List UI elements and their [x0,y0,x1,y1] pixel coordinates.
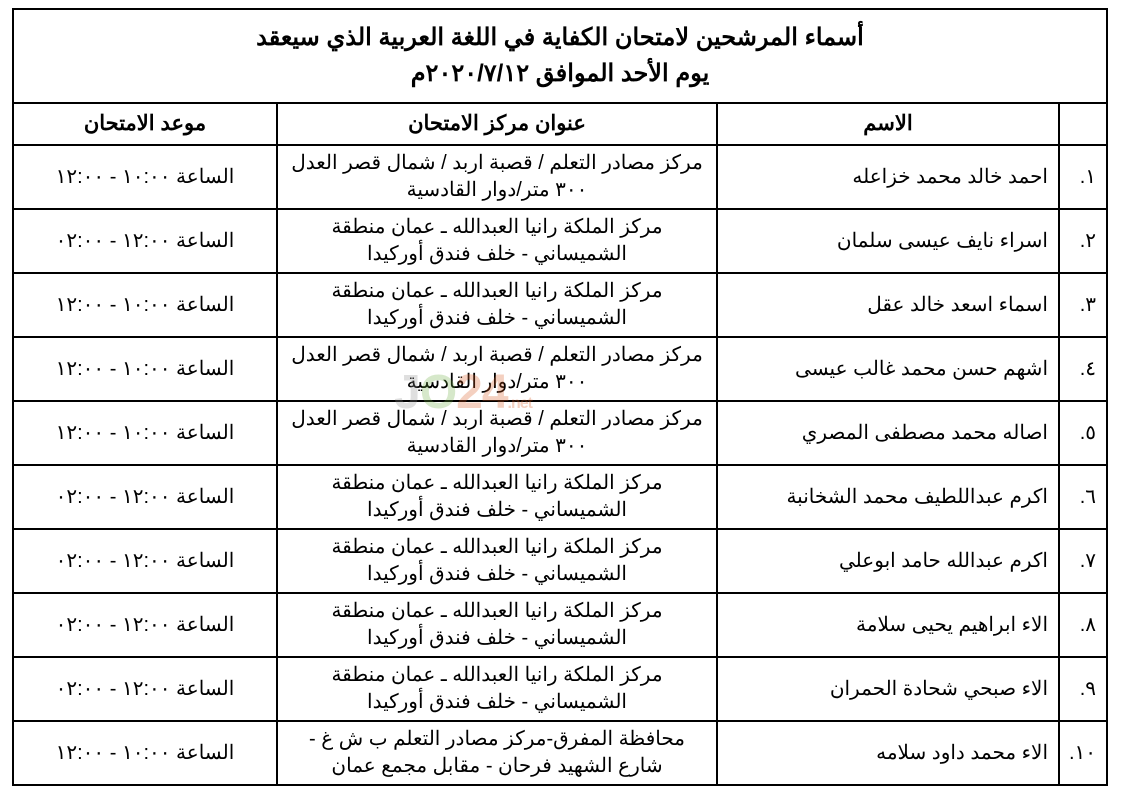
table-row: ٤.اشهم حسن محمد غالب عيسىمركز مصادر التع… [13,337,1107,401]
row-time: الساعة ١٢:٠٠ - ٠٢:٠٠ [13,593,277,657]
row-name: الاء ابراهيم يحيى سلامة [717,593,1059,657]
row-center: مركز الملكة رانيا العبدالله ـ عمان منطقة… [277,465,717,529]
row-index: ٤. [1059,337,1107,401]
row-time: الساعة ١٠:٠٠ - ١٢:٠٠ [13,721,277,785]
row-name: اكرم عبدالله حامد ابوعلي [717,529,1059,593]
row-time: الساعة ١٢:٠٠ - ٠٢:٠٠ [13,657,277,721]
row-time: الساعة ١٢:٠٠ - ٠٢:٠٠ [13,529,277,593]
title-row: أسماء المرشحين لامتحان الكفاية في اللغة … [13,9,1107,103]
table-row: ٣.اسماء اسعد خالد عقلمركز الملكة رانيا ا… [13,273,1107,337]
title-line-2: يوم الأحد الموافق ٢٠٢٠/٧/١٢م [22,56,1098,92]
row-index: ٣. [1059,273,1107,337]
header-index [1059,103,1107,145]
row-index: ٧. [1059,529,1107,593]
row-index: ٩. [1059,657,1107,721]
row-time: الساعة ١٠:٠٠ - ١٢:٠٠ [13,401,277,465]
title-line-1: أسماء المرشحين لامتحان الكفاية في اللغة … [22,20,1098,56]
row-name: اسراء نايف عيسى سلمان [717,209,1059,273]
row-index: ٥. [1059,401,1107,465]
row-center: مركز مصادر التعلم / قصبة اربد / شمال قصر… [277,145,717,209]
row-center: مركز الملكة رانيا العبدالله ـ عمان منطقة… [277,657,717,721]
row-name: اصاله محمد مصطفى المصري [717,401,1059,465]
row-name: اكرم عبداللطيف محمد الشخانبة [717,465,1059,529]
table-row: ١.احمد خالد محمد خزاعلهمركز مصادر التعلم… [13,145,1107,209]
table-row: ١٠.الاء محمد داود سلامهمحافظة المفرق-مرك… [13,721,1107,785]
row-name: الاء محمد داود سلامه [717,721,1059,785]
table-row: ٦.اكرم عبداللطيف محمد الشخانبةمركز الملك… [13,465,1107,529]
row-index: ١٠. [1059,721,1107,785]
row-time: الساعة ١٠:٠٠ - ١٢:٠٠ [13,337,277,401]
row-index: ١. [1059,145,1107,209]
table-row: ٥.اصاله محمد مصطفى المصريمركز مصادر التع… [13,401,1107,465]
header-center: عنوان مركز الامتحان [277,103,717,145]
row-center: مركز مصادر التعلم / قصبة اربد / شمال قصر… [277,337,717,401]
table-row: ٩.الاء صبحي شحادة الحمرانمركز الملكة ران… [13,657,1107,721]
row-name: اشهم حسن محمد غالب عيسى [717,337,1059,401]
row-index: ٦. [1059,465,1107,529]
row-time: الساعة ١٠:٠٠ - ١٢:٠٠ [13,273,277,337]
row-name: احمد خالد محمد خزاعله [717,145,1059,209]
row-name: اسماء اسعد خالد عقل [717,273,1059,337]
row-time: الساعة ١٠:٠٠ - ١٢:٠٠ [13,145,277,209]
row-center: مركز مصادر التعلم / قصبة اربد / شمال قصر… [277,401,717,465]
row-name: الاء صبحي شحادة الحمران [717,657,1059,721]
row-center: محافظة المفرق-مركز مصادر التعلم ب ش غ - … [277,721,717,785]
candidates-table: أسماء المرشحين لامتحان الكفاية في اللغة … [12,8,1108,786]
row-time: الساعة ١٢:٠٠ - ٠٢:٠٠ [13,465,277,529]
row-center: مركز الملكة رانيا العبدالله ـ عمان منطقة… [277,529,717,593]
header-row: الاسم عنوان مركز الامتحان موعد الامتحان [13,103,1107,145]
row-center: مركز الملكة رانيا العبدالله ـ عمان منطقة… [277,593,717,657]
table-row: ٨.الاء ابراهيم يحيى سلامةمركز الملكة ران… [13,593,1107,657]
row-index: ٢. [1059,209,1107,273]
header-name: الاسم [717,103,1059,145]
row-index: ٨. [1059,593,1107,657]
header-time: موعد الامتحان [13,103,277,145]
table-row: ٧.اكرم عبدالله حامد ابوعليمركز الملكة را… [13,529,1107,593]
row-center: مركز الملكة رانيا العبدالله ـ عمان منطقة… [277,273,717,337]
row-center: مركز الملكة رانيا العبدالله ـ عمان منطقة… [277,209,717,273]
row-time: الساعة ١٢:٠٠ - ٠٢:٠٠ [13,209,277,273]
table-row: ٢.اسراء نايف عيسى سلمانمركز الملكة رانيا… [13,209,1107,273]
